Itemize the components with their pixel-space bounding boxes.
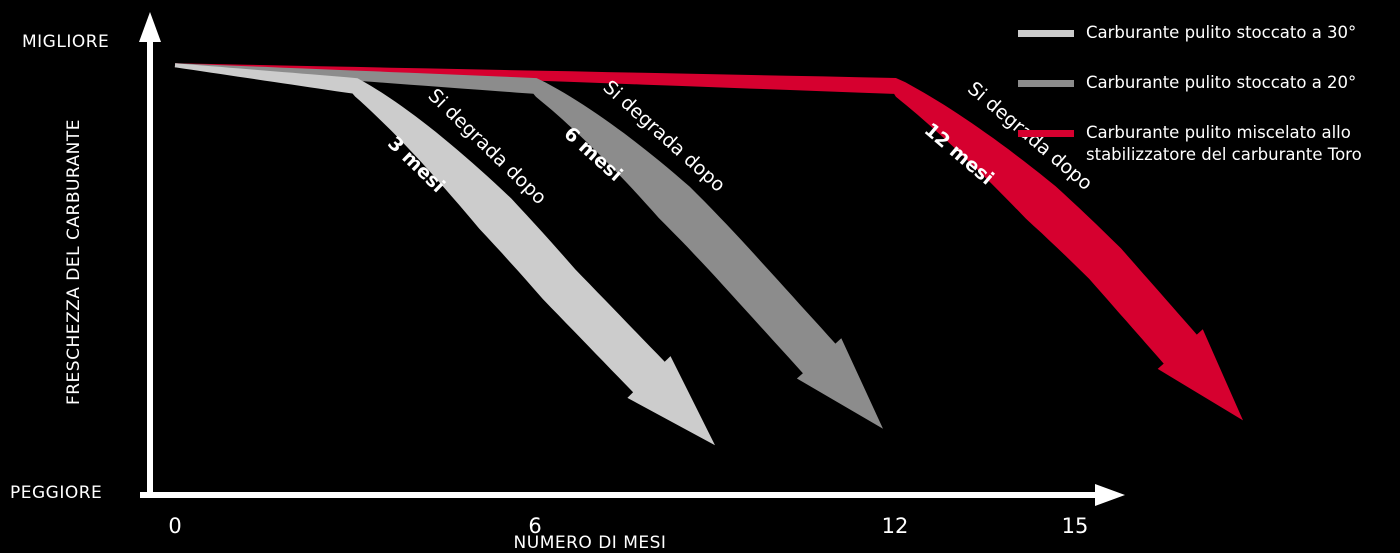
x-axis-title: NUMERO DI MESI <box>514 533 667 553</box>
legend-swatch-toro <box>1018 130 1074 137</box>
x-tick-label: 0 <box>168 514 181 538</box>
legend-label-30: Carburante pulito stoccato a 30° <box>1086 23 1357 42</box>
x-tick-labels: 0 6 12 15 <box>168 514 1088 538</box>
y-axis-arrow-icon <box>139 12 161 42</box>
x-tick-label: 15 <box>1062 514 1089 538</box>
degradation-arrow-1 <box>174 63 883 429</box>
legend-item: Carburante pulito stoccato a 20° <box>1018 72 1398 94</box>
x-axis-arrow-icon <box>1095 484 1125 506</box>
y-top-label: MIGLIORE <box>22 32 109 52</box>
curves-layer <box>174 63 1243 446</box>
y-axis-title: FRESCHEZZA DEL CARBURANTE <box>64 119 84 405</box>
legend-item: Carburante pulito miscelato allo stabili… <box>1018 122 1398 166</box>
x-tick-label: 12 <box>882 514 909 538</box>
legend: Carburante pulito stoccato a 30° Carbura… <box>1018 22 1398 194</box>
degradation-arrow-2 <box>174 63 1243 421</box>
legend-item: Carburante pulito stoccato a 30° <box>1018 22 1398 44</box>
x-tick-label: 6 <box>528 514 541 538</box>
legend-swatch-30 <box>1018 30 1074 37</box>
y-bottom-label: PEGGIORE <box>10 483 102 503</box>
legend-label-toro: Carburante pulito miscelato allo stabili… <box>1086 123 1362 164</box>
legend-label-20: Carburante pulito stoccato a 20° <box>1086 73 1357 92</box>
legend-swatch-20 <box>1018 80 1074 87</box>
degradation-arrow-0 <box>174 63 716 446</box>
